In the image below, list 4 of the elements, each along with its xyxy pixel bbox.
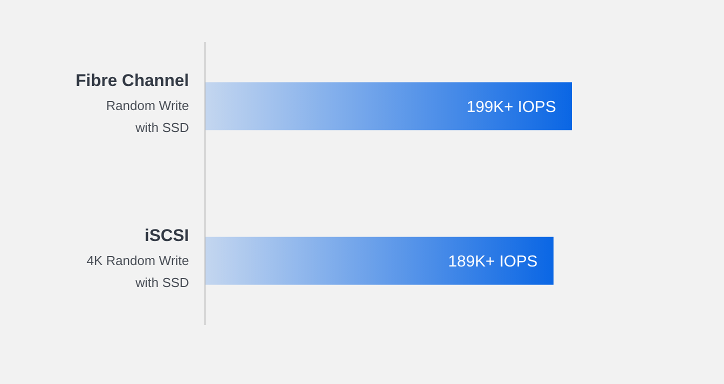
y-tick-label: iSCSI 4K Random Write with SSD	[86, 226, 189, 290]
y-tick-label: Fibre Channel Random Write with SSD	[76, 71, 189, 136]
data-label: 189K+ IOPS	[448, 253, 538, 270]
data-label: 199K+ IOPS	[466, 98, 556, 116]
